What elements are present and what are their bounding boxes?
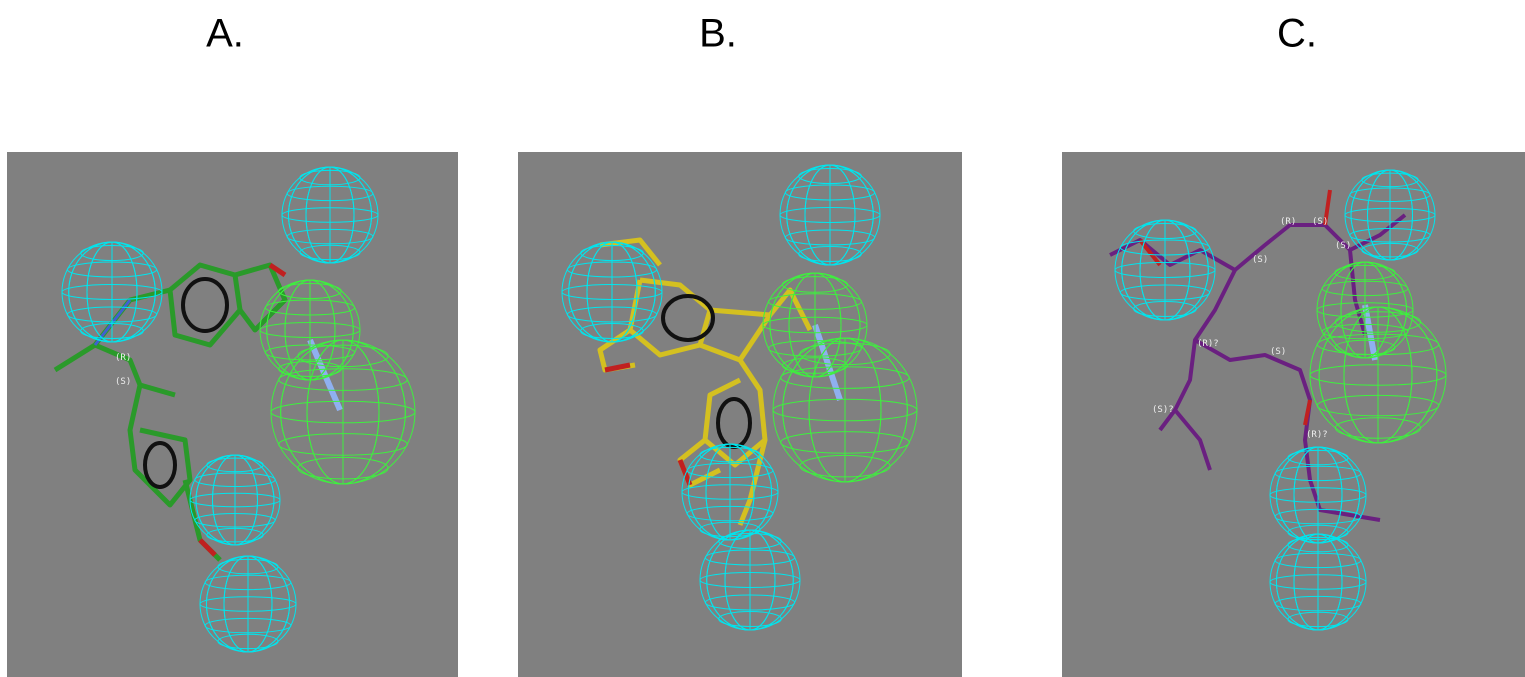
stereo-label: (S) xyxy=(1312,217,1328,227)
stereo-label: (R)? xyxy=(1197,339,1219,349)
panel-label: A. xyxy=(206,12,244,56)
panel-label: B. xyxy=(699,12,737,56)
figure: A. B. C. (R) (S) (R) (S) (S) (S) (R)? (S) (S)? (R… xyxy=(0,0,1525,677)
stereo-label: (R) xyxy=(1280,217,1296,227)
panel-label: C. xyxy=(1277,12,1317,56)
panel-c-background xyxy=(1062,152,1525,677)
stereo-label: (S) xyxy=(1252,255,1268,265)
stereo-label: (S) xyxy=(1335,241,1351,251)
stereo-label: (R) xyxy=(115,353,131,363)
panel-a-background xyxy=(7,152,458,677)
panel-b-background xyxy=(518,152,962,677)
stereo-label: (R)? xyxy=(1306,430,1328,440)
stereo-label: (S) xyxy=(115,377,131,387)
stereo-label: (S)? xyxy=(1152,405,1174,415)
stereo-label: (S) xyxy=(1270,347,1286,357)
